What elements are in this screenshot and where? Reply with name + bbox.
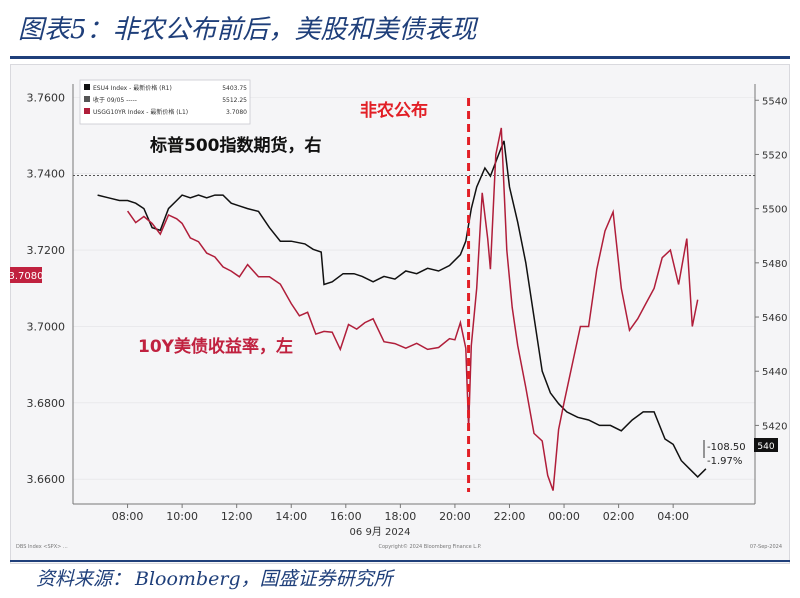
legend-item-ust10y-name: USGG10YR Index - 最新价格 (L1) — [93, 108, 188, 116]
right-axis-tick-label: 5540 — [762, 96, 787, 107]
right-axis-tick-label: 5420 — [762, 421, 787, 432]
x-axis-tick-label: 02:00 — [603, 510, 635, 523]
chart-footer-center: Copyright© 2024 Bloomberg Finance L.P. — [378, 543, 481, 550]
source-line: 资料来源： Bloomberg，国盛证券研究所 — [36, 566, 393, 592]
left-axis-tick-label: 3.7000 — [27, 320, 66, 333]
left-axis-tick-label: 3.6600 — [27, 473, 66, 486]
right-axis-tick-label: 5500 — [762, 205, 787, 216]
x-axis-tick-label: 10:00 — [166, 510, 198, 523]
left-axis-tick-label: 3.7400 — [27, 168, 66, 181]
left-axis-tick-label: 3.7600 — [27, 91, 66, 104]
x-axis-tick-label: 04:00 — [657, 510, 689, 523]
x-axis-tick-label: 08:00 — [112, 510, 144, 523]
right-axis-tick-label: 5460 — [762, 313, 787, 324]
left-axis-ticks: 3.7600 3.7400 3.7200 3.7000 3.6800 3.6600 — [27, 91, 66, 486]
source-rule — [10, 560, 790, 562]
x-axis-tick-label: 20:00 — [439, 510, 471, 523]
current-ust10y-value: 3.7080 — [10, 271, 44, 282]
x-axis-tick-label: 00:00 — [548, 510, 580, 523]
current-value-tag: 3.7080 — [10, 267, 44, 283]
chart-legend: ESU4 Index - 最新价格 (R1) 5403.75 收于 09/05 … — [79, 79, 251, 125]
legend-item-esu4-value: 5403.75 — [222, 85, 247, 92]
right-edge-tag-label: 540 — [757, 442, 774, 452]
chart-title: 图表5：非农公布前后，美股和美债表现 — [18, 15, 477, 45]
chart-frame — [10, 64, 790, 564]
x-axis-tick-label: 12:00 — [221, 510, 253, 523]
x-axis-tick-label: 18:00 — [385, 510, 417, 523]
right-axis-tick-label: 5440 — [762, 367, 787, 378]
x-axis-date-label: 06 9月 2024 — [350, 526, 411, 538]
source-label: 资料来源： — [36, 568, 132, 590]
right-edge-tag: 540 — [754, 438, 778, 452]
legend-item-prevclose-value: 5512.25 — [222, 97, 247, 104]
chart-footer-right: 07-Sep-2024 — [750, 544, 782, 550]
bloomberg-chart: 3.7600 3.7400 3.7200 3.7000 3.6800 3.6600 554… — [10, 79, 787, 550]
legend-item-ust10y-value: 3.7080 — [226, 109, 247, 116]
change-percent: -1.97% — [707, 456, 742, 467]
chart-footer-left: DBS Index <SPX> ... — [16, 544, 68, 550]
change-absolute: -108.50 — [707, 442, 746, 453]
right-axis-tick-label: 5520 — [762, 150, 787, 161]
source-text: Bloomberg，国盛证券研究所 — [135, 568, 393, 590]
right-axis-ticks: 5540 5520 5500 5480 5460 5440 5420 — [755, 96, 787, 432]
left-axis-tick-label: 3.7200 — [27, 244, 66, 257]
ust10y-series-label: 10Y美债收益率，左 — [138, 336, 293, 357]
x-axis-tick-label: 14:00 — [275, 510, 307, 523]
legend-item-esu4-name: ESU4 Index - 最新价格 (R1) — [93, 84, 172, 92]
x-axis-ticks: 08:00 10:00 12:00 14:00 16:00 18:00 20:00 22:00… — [112, 504, 689, 523]
x-axis-tick-label: 16:00 — [330, 510, 362, 523]
ust10y-yield-line — [126, 127, 699, 491]
sp500-futures-line — [97, 140, 707, 478]
sp500-series-label: 标普500指数期货，右 — [150, 135, 322, 156]
change-readout: -108.50 -1.97% — [703, 440, 746, 467]
title-rule — [10, 56, 790, 59]
left-axis-tick-label: 3.6800 — [27, 397, 66, 410]
right-axis-tick-label: 5480 — [762, 259, 787, 270]
nonfarm-release-label: 非农公布 — [360, 100, 428, 121]
x-axis-tick-label: 22:00 — [494, 510, 526, 523]
legend-item-prevclose-name: 收于 09/05 ----- — [93, 96, 137, 104]
